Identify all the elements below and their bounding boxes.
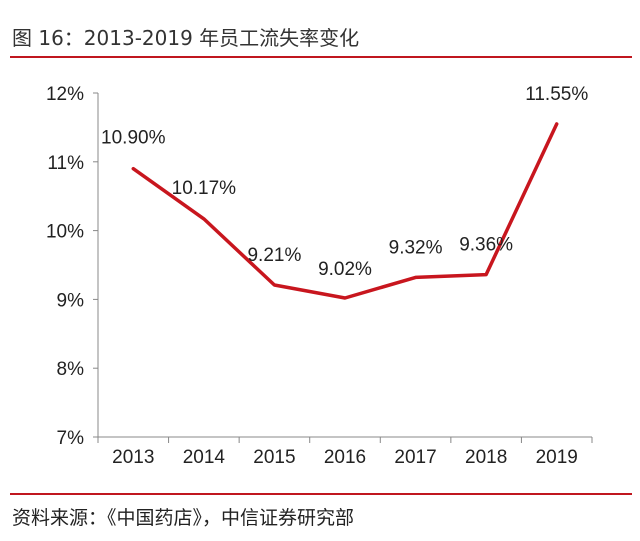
data-label: 9.36% (459, 235, 513, 256)
x-tick-label: 2014 (183, 447, 226, 468)
data-label: 10.17% (172, 178, 237, 199)
x-tick-label: 2019 (536, 447, 578, 468)
x-tick-label: 2013 (112, 447, 154, 468)
data-label: 11.55% (525, 84, 588, 105)
x-tick-label: 2016 (324, 447, 366, 468)
figure-title: 图 16：2013-2019 年员工流失率变化 (12, 26, 360, 50)
data-label: 9.32% (389, 237, 443, 258)
x-tick-label: 2018 (465, 447, 507, 468)
y-tick-label: 7% (57, 428, 85, 449)
data-label: 9.21% (247, 245, 301, 266)
data-labels: 10.90% 10.17% 9.21% 9.02% 9.32% 9.36% 11.55% (101, 84, 588, 280)
chart-axes (93, 92, 593, 443)
source-note: 资料来源：《中国药店》，中信证券研究部 (12, 507, 355, 529)
data-label: 10.90% (101, 128, 166, 149)
y-tick-label: 10% (46, 222, 84, 243)
y-tick-label: 11% (47, 153, 84, 174)
data-label: 9.02% (318, 259, 372, 280)
x-tick-labels: 2013 2014 2015 2016 2017 2018 2019 (112, 447, 578, 468)
y-tick-labels: 7% 8% 9% 10% 11% 12% (46, 84, 84, 449)
series-group (131, 122, 559, 300)
title-rule (10, 56, 632, 58)
y-tick-label: 9% (57, 290, 85, 311)
source-rule (10, 493, 632, 495)
y-tick-label: 8% (57, 359, 85, 380)
x-tick-label: 2015 (253, 447, 295, 468)
y-tick-label: 12% (46, 84, 84, 105)
series-line (131, 122, 559, 300)
x-tick-label: 2017 (394, 447, 436, 468)
